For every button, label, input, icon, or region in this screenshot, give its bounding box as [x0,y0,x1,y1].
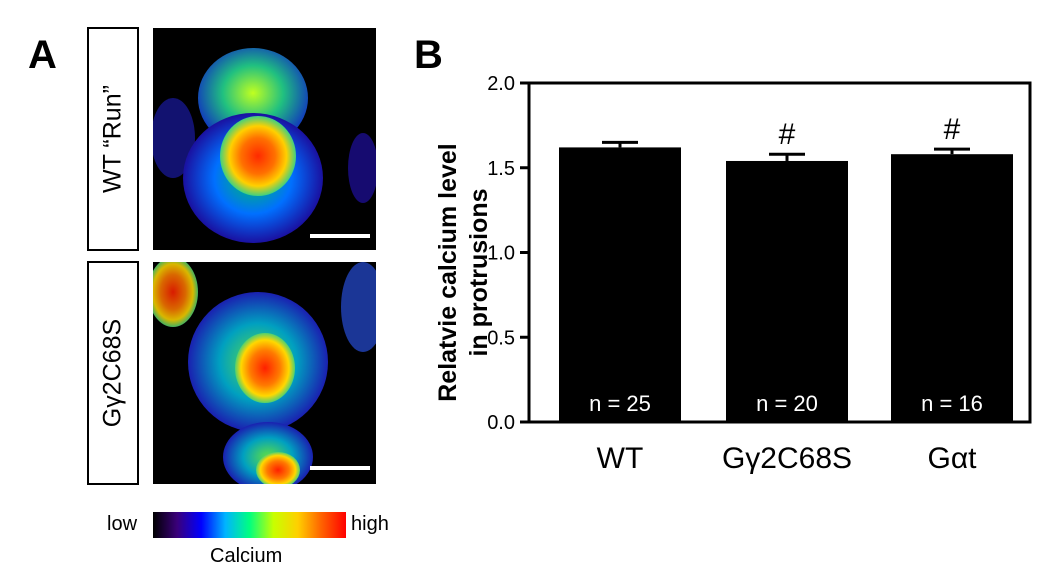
y-tick-label: 2.0 [487,73,515,95]
cell-nucleus [256,452,300,484]
significance-marker: # [944,113,961,146]
y-tick-label: 1.5 [487,158,515,180]
bar [891,154,1013,422]
colorbar-high-label: high [351,513,389,535]
x-tick-label: Gγ2C68S [722,442,852,475]
calcium-image-wt [153,28,376,250]
y-axis-label-line-1: Relatvie calcium level [434,143,462,401]
bar-n-label: n = 16 [921,391,983,416]
y-tick-label: 0.5 [487,327,515,349]
cell-shape [348,133,376,203]
y-tick-label: 1.0 [487,243,515,265]
calcium-image-mutant [153,262,376,484]
row-label-box-wt: WT “Run” [87,27,139,251]
colorbar-low-label: low [107,513,138,535]
bar [726,160,848,422]
x-tick-label: Gαt [927,442,977,475]
bar [559,147,681,422]
row-label-box-mutant: Gγ2C68S [87,261,139,485]
x-tick-label: WT [597,442,644,475]
panel-b-letter: B [414,33,443,77]
cell-nucleus [220,116,296,196]
significance-marker: # [779,118,796,151]
cell-shape [153,262,198,327]
bar-n-label: n = 25 [589,391,651,416]
cell-nucleus [235,333,295,403]
panel-a-letter: A [28,33,57,77]
y-axis-label-line-2: in protrusions [465,188,493,356]
colorbar-title: Calcium [210,545,283,567]
cell-shape [341,262,376,352]
y-tick-label: 0.0 [487,412,515,434]
cell-shape [153,98,195,178]
colorbar [153,512,346,538]
bar-n-label: n = 20 [756,391,818,416]
